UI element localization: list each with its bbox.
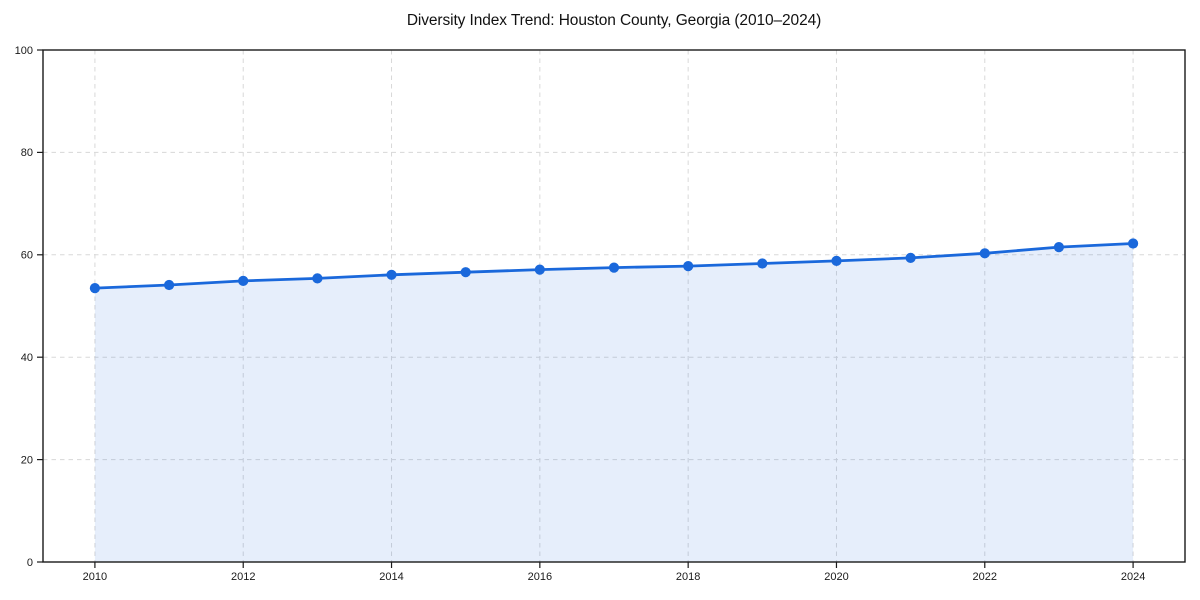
data-point-2021 [905, 252, 916, 263]
data-point-2011 [164, 279, 175, 291]
data-point-2017 [608, 262, 620, 273]
data-point-2013 [312, 273, 323, 284]
data-point-2010 [89, 283, 100, 294]
data-point-2020 [831, 255, 842, 266]
x-tick-label-2020: 2020 [824, 571, 848, 583]
y-tick-label-40: 40 [21, 352, 33, 364]
data-point-2018 [683, 261, 694, 272]
data-point-2012 [238, 275, 249, 286]
x-tick-label-2014: 2014 [379, 571, 403, 583]
data-point-2015 [460, 267, 471, 278]
data-point-2024 [1128, 238, 1139, 249]
x-tick-label-2012: 2012 [231, 571, 255, 583]
x-tick-label-2024: 2024 [1121, 571, 1145, 583]
data-point-2014 [386, 269, 397, 280]
y-tick-label-20: 20 [21, 454, 33, 466]
area-fill [94, 243, 1134, 562]
data-point-2019 [757, 258, 768, 269]
x-tick-label-2022: 2022 [973, 571, 997, 583]
data-point-2023 [1053, 242, 1064, 253]
x-tick-label-2010: 2010 [83, 571, 107, 583]
plot-border [42, 49, 1186, 563]
y-tick-label-100: 100 [15, 45, 33, 57]
data-point-2022 [979, 248, 990, 259]
y-tick-label-0: 0 [27, 557, 33, 569]
data-point-2016 [534, 264, 545, 275]
y-tick-label-60: 60 [21, 250, 33, 262]
chart-title: Diversity Index Trend: Houston County, G… [406, 12, 822, 29]
x-tick-label-2016: 2016 [528, 571, 552, 583]
x-tick-label-2018: 2018 [676, 571, 700, 583]
y-tick-label-80: 80 [21, 147, 33, 159]
